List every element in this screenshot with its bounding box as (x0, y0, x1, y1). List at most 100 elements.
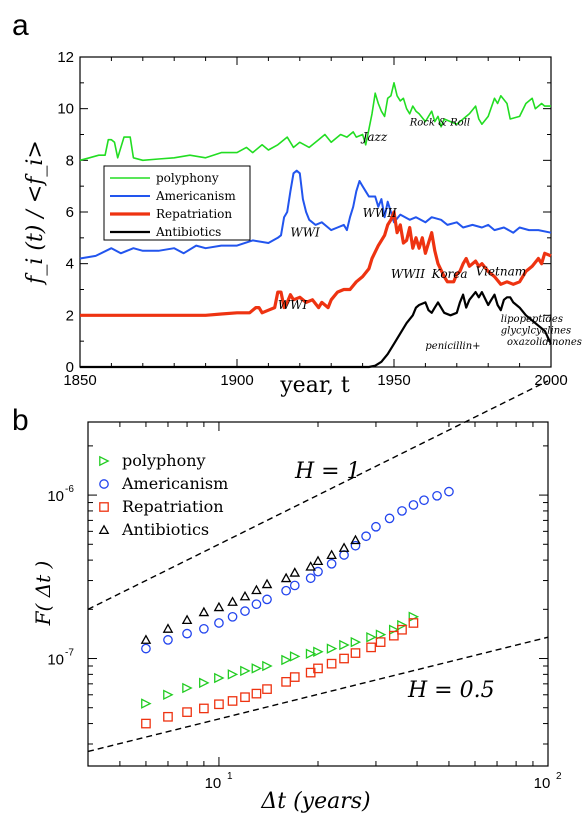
panel-label-a: a (12, 9, 29, 42)
x-axis-label-b: Δt (years) (260, 789, 370, 814)
data-point-repatriation (313, 663, 323, 674)
annotation-label: WWI (290, 226, 320, 240)
data-point-repatriation (262, 684, 272, 694)
data-point-repatriation (182, 707, 192, 717)
y-tick-label-a: 4 (66, 256, 74, 273)
data-point-americanism (397, 506, 407, 516)
data-point-antibiotics (227, 596, 238, 606)
data-point-americanism (313, 566, 323, 577)
series-lines-a (79, 82, 552, 369)
data-point-americanism (419, 495, 429, 506)
data-point-americanism (214, 618, 224, 628)
data-point-antibiotics (289, 567, 301, 577)
data-point-americanism (408, 500, 419, 510)
legend-marker-b (99, 502, 109, 512)
annotation-label: WWII (391, 267, 425, 281)
data-point-polyphony (375, 629, 387, 640)
data-point-polyphony (214, 672, 225, 684)
reference-line-h05 (87, 636, 549, 753)
y-tick-label-b: 10 (47, 488, 64, 505)
legend-b: polyphony Americanism Repatriation Antibiot… (98, 451, 228, 539)
data-point-americanism (262, 594, 272, 605)
data-point-repatriation (199, 703, 209, 714)
data-point-polyphony (289, 651, 301, 662)
x-tick-label-a: 1900 (220, 372, 253, 389)
annotation-label: Rock & Roll (409, 117, 470, 128)
data-point-americanism (199, 623, 209, 634)
data-point-americanism (350, 540, 361, 551)
data-point-americanism (361, 531, 371, 542)
y-tick-label-b: 10 (47, 652, 64, 669)
data-point-antibiotics (326, 549, 337, 560)
y-tick-label-b-exp: -6 (65, 484, 74, 495)
panel-a: a 1850 1900 1950 2000 0 2 4 6 8 10 12 Jazz Rock & R… (12, 9, 582, 398)
data-point-polyphony (388, 624, 400, 635)
annotation-label: WWI (278, 298, 308, 312)
data-point-repatriation (326, 658, 337, 669)
data-point-polyphony (251, 663, 263, 674)
data-point-repatriation (214, 699, 224, 710)
y-tick-label-a: 8 (66, 152, 74, 169)
data-point-polyphony (262, 660, 273, 672)
annotation-label: Vietnam (476, 264, 526, 278)
legend-label-a: Repatriation (156, 207, 232, 221)
data-point-polyphony (281, 654, 292, 666)
data-point-americanism (384, 513, 395, 524)
data-point-repatriation (240, 692, 250, 703)
legend-label-a: Antibiotics (155, 225, 221, 239)
data-point-polyphony (227, 669, 239, 680)
data-point-americanism (251, 599, 262, 610)
x-tick-label-b: 10 (534, 775, 551, 792)
reference-label-h05: H = 0.5 (407, 678, 495, 703)
legend-label-b: polyphony (122, 451, 206, 470)
series-line-polyphony (79, 82, 551, 162)
annotation-label: oxazolidinones (507, 337, 582, 348)
panel-b: b 10 1 10 210 -710 -6 H = 1H = 0.5 polyphonyA… (12, 380, 562, 814)
data-point-americanism (432, 490, 442, 501)
annotation-label: glycylcyclines (501, 325, 571, 336)
data-point-antibiotics (162, 623, 174, 633)
axis-ticks-b: 10 1 10 210 -710 -6 (47, 422, 562, 792)
data-point-polyphony (326, 643, 338, 654)
data-point-repatriation (375, 637, 386, 647)
data-point-polyphony (339, 639, 350, 651)
data-point-antibiotics (181, 614, 193, 625)
x-tick-label-a: 2000 (534, 372, 567, 389)
data-point-antibiotics (312, 555, 324, 566)
annotation-label: Jazz (360, 130, 388, 144)
series-line-repatriation (80, 210, 552, 317)
y-tick-label-a: 2 (66, 307, 74, 324)
data-point-repatriation (408, 618, 419, 628)
data-point-antibiotics (239, 590, 251, 601)
data-point-repatriation (251, 688, 262, 699)
y-tick-label-a: 0 (66, 359, 74, 376)
data-point-antibiotics (140, 634, 152, 644)
data-point-repatriation (163, 711, 173, 722)
data-point-antibiotics (280, 572, 292, 583)
data-point-antibiotics (213, 601, 225, 612)
annotation-label: Korea (431, 267, 468, 281)
y-tick-label-a: 12 (57, 49, 74, 66)
legend-label-b: Antibiotics (121, 520, 209, 539)
data-point-americanism (163, 635, 173, 645)
reference-line-h1 (87, 380, 549, 610)
legend-marker-b (99, 479, 109, 489)
series-markers-b (140, 486, 454, 729)
data-point-americanism (182, 628, 192, 639)
data-point-repatriation (281, 676, 291, 687)
annotation-label: penicillin+ (425, 341, 480, 352)
data-point-polyphony (366, 631, 377, 643)
data-point-antibiotics (198, 606, 210, 617)
data-point-antibiotics (350, 534, 361, 545)
data-point-antibiotics (305, 561, 316, 571)
legend-label-b: Americanism (121, 474, 228, 493)
data-point-americanism (141, 643, 151, 654)
data-point-americanism (339, 550, 349, 560)
annotation-label: lipopeptides (501, 314, 563, 325)
data-point-americanism (281, 585, 291, 596)
data-point-repatriation (339, 653, 349, 664)
legend-marker-b (98, 524, 110, 535)
reference-label-h1: H = 1 (294, 459, 361, 484)
data-point-americanism (227, 611, 238, 622)
